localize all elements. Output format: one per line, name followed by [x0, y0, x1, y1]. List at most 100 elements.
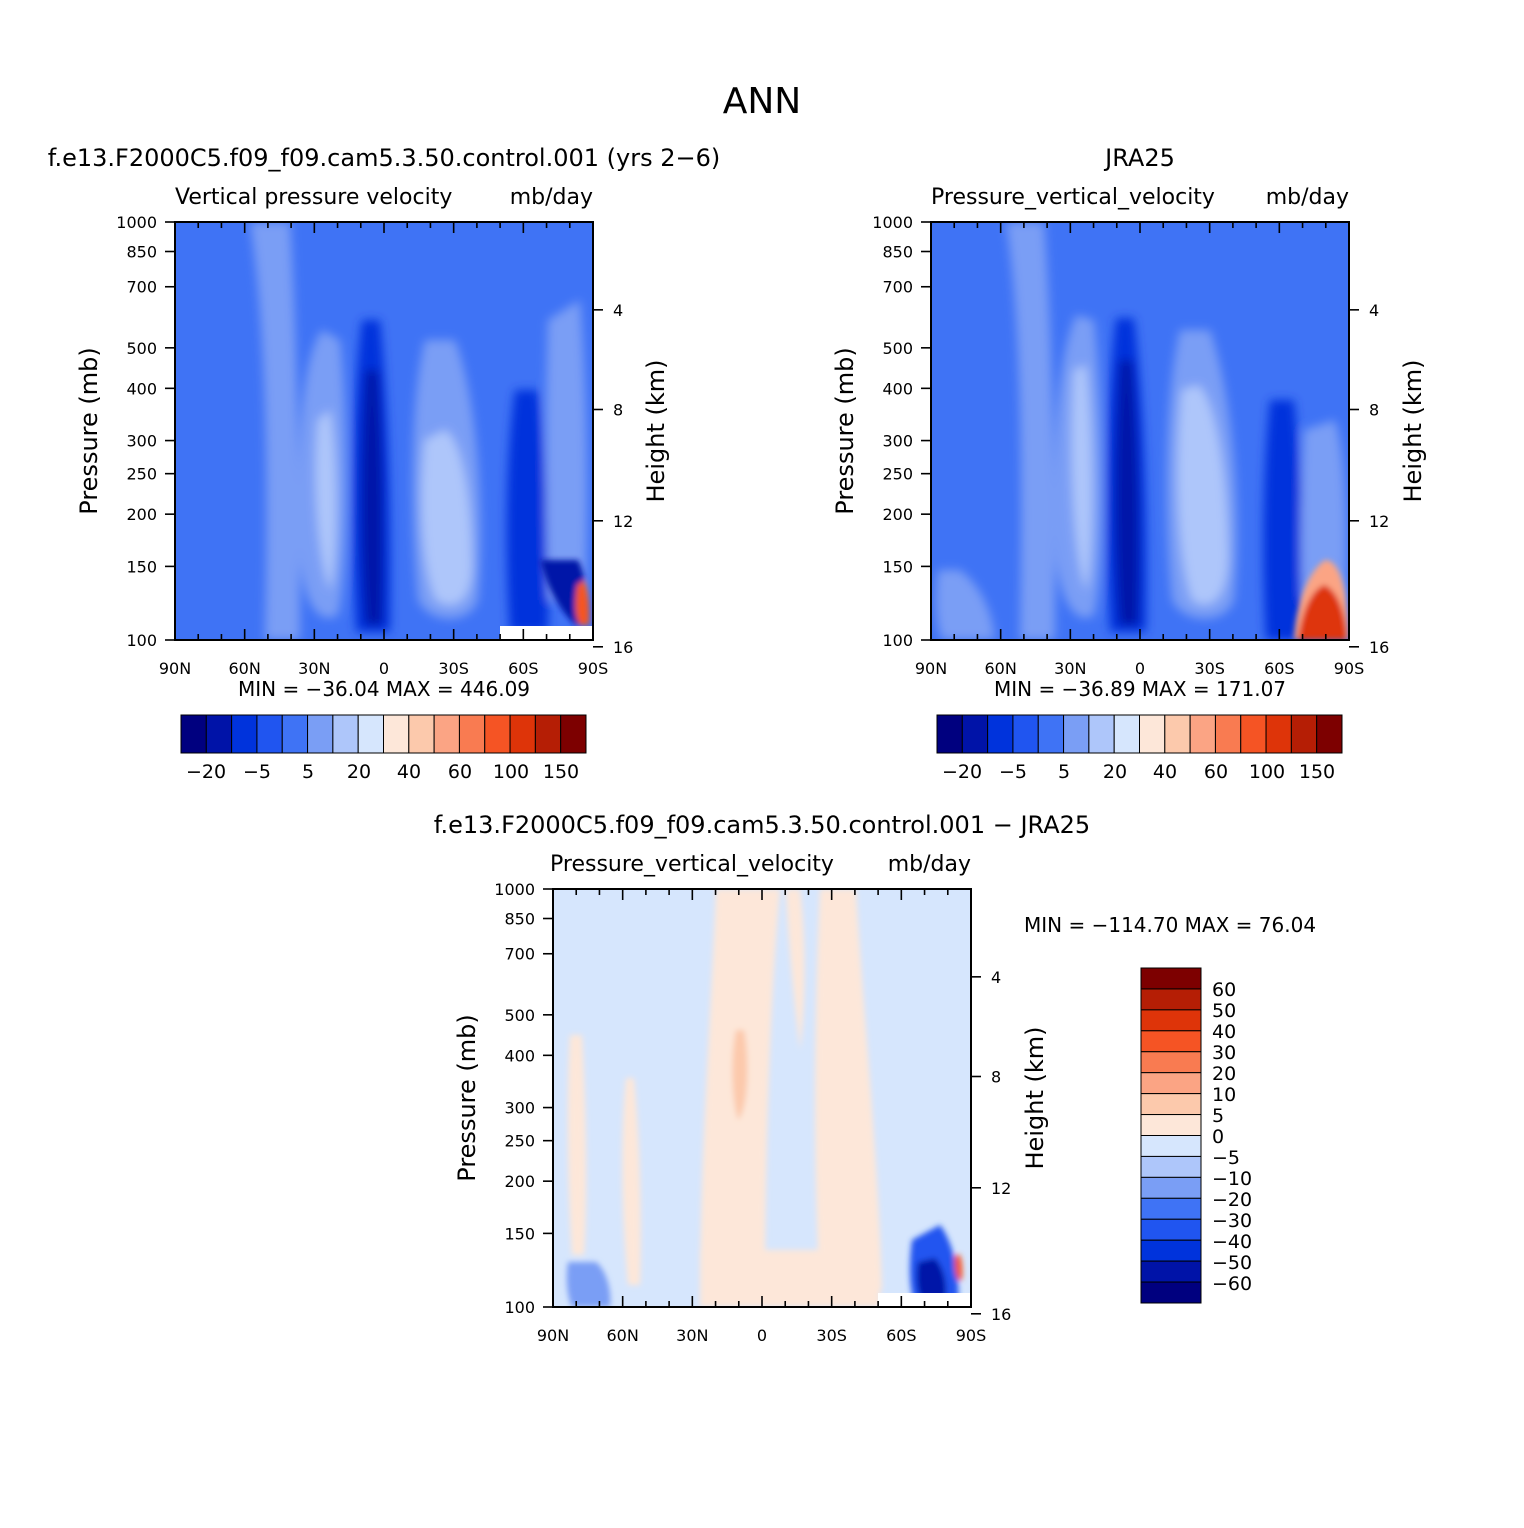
colorbar-box	[433, 714, 460, 754]
cb-model-label-4: 40	[397, 761, 421, 783]
model-region-subtropic-n-core	[315, 410, 336, 590]
height-tick-label: 16	[613, 638, 633, 657]
cb-obs-label-1: −5	[999, 761, 1027, 783]
x-tick-label: 0	[757, 1326, 767, 1345]
cb-diff-label-13: −50	[1212, 1252, 1252, 1274]
colorbar-box	[534, 714, 562, 754]
y-tick-label: 200	[504, 1172, 535, 1191]
height-tick-label: 16	[1369, 638, 1389, 657]
x-tick-label: 90N	[915, 659, 947, 678]
y-tick-label: 200	[126, 505, 157, 524]
y-tick-label: 700	[882, 278, 913, 297]
panel-diff-ylabel: Pressure (mb)	[453, 1014, 481, 1181]
panel-obs-stats: MIN = −36.89 MAX = 171.07	[994, 677, 1286, 701]
y-tick-label: 400	[504, 1046, 535, 1065]
colorbar-box	[1189, 714, 1216, 754]
y-tick-label: 300	[126, 432, 157, 451]
y-tick-label: 100	[126, 631, 157, 650]
cb-diff-label-8: −5	[1212, 1147, 1240, 1169]
colorbar-box	[1140, 1009, 1202, 1032]
height-tick-label: 8	[991, 1067, 1001, 1086]
panel-model-ylabel: Pressure (mb)	[75, 347, 103, 514]
colorbar-box	[1140, 1239, 1202, 1262]
cb-diff-label-14: −60	[1212, 1273, 1252, 1295]
colorbar-box	[1140, 1093, 1202, 1116]
diff-region-polar-s-core	[916, 1258, 946, 1300]
diff-region-nh-streak2	[622, 1078, 641, 1285]
x-tick-label: 0	[379, 659, 389, 678]
cb-obs-label-5: 60	[1204, 761, 1228, 783]
colorbar-box	[1214, 714, 1242, 754]
panel-diff: f.e13.F2000C5.f09_f09.cam5.3.50.control.…	[434, 811, 1316, 1308]
y-tick-label: 1000	[116, 213, 157, 232]
height-tick-label: 4	[991, 968, 1001, 987]
diff-region-sh-pos	[815, 889, 882, 1290]
y-tick-label: 400	[126, 379, 157, 398]
cb-obs-label-4: 40	[1153, 761, 1177, 783]
x-tick-label: 60S	[886, 1326, 917, 1345]
cb-obs-label-6: 100	[1249, 761, 1285, 783]
y-tick-label: 150	[504, 1224, 535, 1243]
colorbar-box	[961, 714, 989, 754]
y-tick-label: 1000	[872, 213, 913, 232]
panel-obs-title: JRA25	[1103, 144, 1175, 172]
panel-diff-colorbar: 60 50 40 30 20 10 5 0 −5 −10 −20 −30 −40…	[1140, 967, 1252, 1304]
cb-diff-label-11: −30	[1212, 1210, 1252, 1232]
colorbar-box	[180, 714, 207, 754]
cb-model-label-3: 20	[347, 761, 371, 783]
height-tick-label: 4	[1369, 301, 1379, 320]
x-tick-label: 90S	[956, 1326, 987, 1345]
colorbar-box	[307, 714, 334, 754]
diff-region-nh-streak	[567, 1035, 587, 1255]
panel-obs-ylabel: Pressure (mb)	[831, 347, 859, 514]
cb-diff-label-12: −40	[1212, 1231, 1252, 1253]
colorbar-box	[1140, 1260, 1202, 1283]
obs-region-subtropic-s-core	[1177, 385, 1228, 605]
x-tick-label: 60N	[607, 1326, 639, 1345]
y-tick-label: 500	[504, 1006, 535, 1025]
diff-region-tropic-peak	[732, 1030, 748, 1120]
colorbar-box	[281, 714, 309, 754]
panel-model: f.e13.F2000C5.f09_f09.cam5.3.50.control.…	[48, 144, 721, 783]
x-tick-label: 30N	[298, 659, 330, 678]
diff-region-nh-low-neg	[566, 1262, 611, 1307]
colorbar-box	[357, 714, 384, 754]
y-tick-label: 700	[504, 945, 535, 964]
y-tick-label: 200	[882, 505, 913, 524]
diff-region-lower-pos	[700, 1250, 880, 1307]
obs-region-itcz-core	[1115, 360, 1140, 625]
model-region-polar-s	[545, 300, 587, 600]
x-tick-label: 30N	[1054, 659, 1086, 678]
y-tick-label: 1000	[494, 880, 535, 899]
model-region-nh-weak	[250, 222, 300, 640]
x-tick-label: 30N	[676, 1326, 708, 1345]
obs-region-sh-storm	[1263, 400, 1305, 640]
cb-diff-label-3: 30	[1212, 1042, 1236, 1064]
y-tick-label: 100	[882, 631, 913, 650]
cb-diff-label-9: −10	[1212, 1168, 1252, 1190]
model-region-subtropic-s-core	[421, 430, 472, 605]
panel-diff-subtitle-right: mb/day	[888, 852, 971, 877]
cb-obs-label-0: −20	[942, 761, 982, 783]
x-tick-label: 60N	[229, 659, 261, 678]
colorbar-box	[408, 714, 435, 754]
panel-diff-stats: MIN = −114.70 MAX = 76.04	[1024, 913, 1316, 937]
colorbar-box	[231, 714, 258, 754]
panel-diff-field	[553, 889, 971, 1307]
x-tick-label: 90N	[159, 659, 191, 678]
panel-diff-subtitle-left: Pressure_vertical_velocity	[550, 852, 834, 877]
x-tick-label: 60S	[1264, 659, 1295, 678]
colorbar-box	[1164, 714, 1191, 754]
cb-diff-label-7: 0	[1212, 1126, 1224, 1148]
colorbar-box	[1140, 1114, 1202, 1136]
cb-model-label-7: 150	[543, 761, 579, 783]
height-tick-label: 12	[1369, 512, 1389, 531]
x-tick-label: 60S	[508, 659, 539, 678]
cb-diff-label-5: 10	[1212, 1084, 1236, 1106]
cb-obs-label-7: 150	[1299, 761, 1335, 783]
panel-model-field	[175, 222, 593, 640]
cb-obs-label-2: 5	[1058, 761, 1070, 783]
colorbar-box	[1290, 714, 1318, 754]
colorbar-box	[205, 714, 233, 754]
